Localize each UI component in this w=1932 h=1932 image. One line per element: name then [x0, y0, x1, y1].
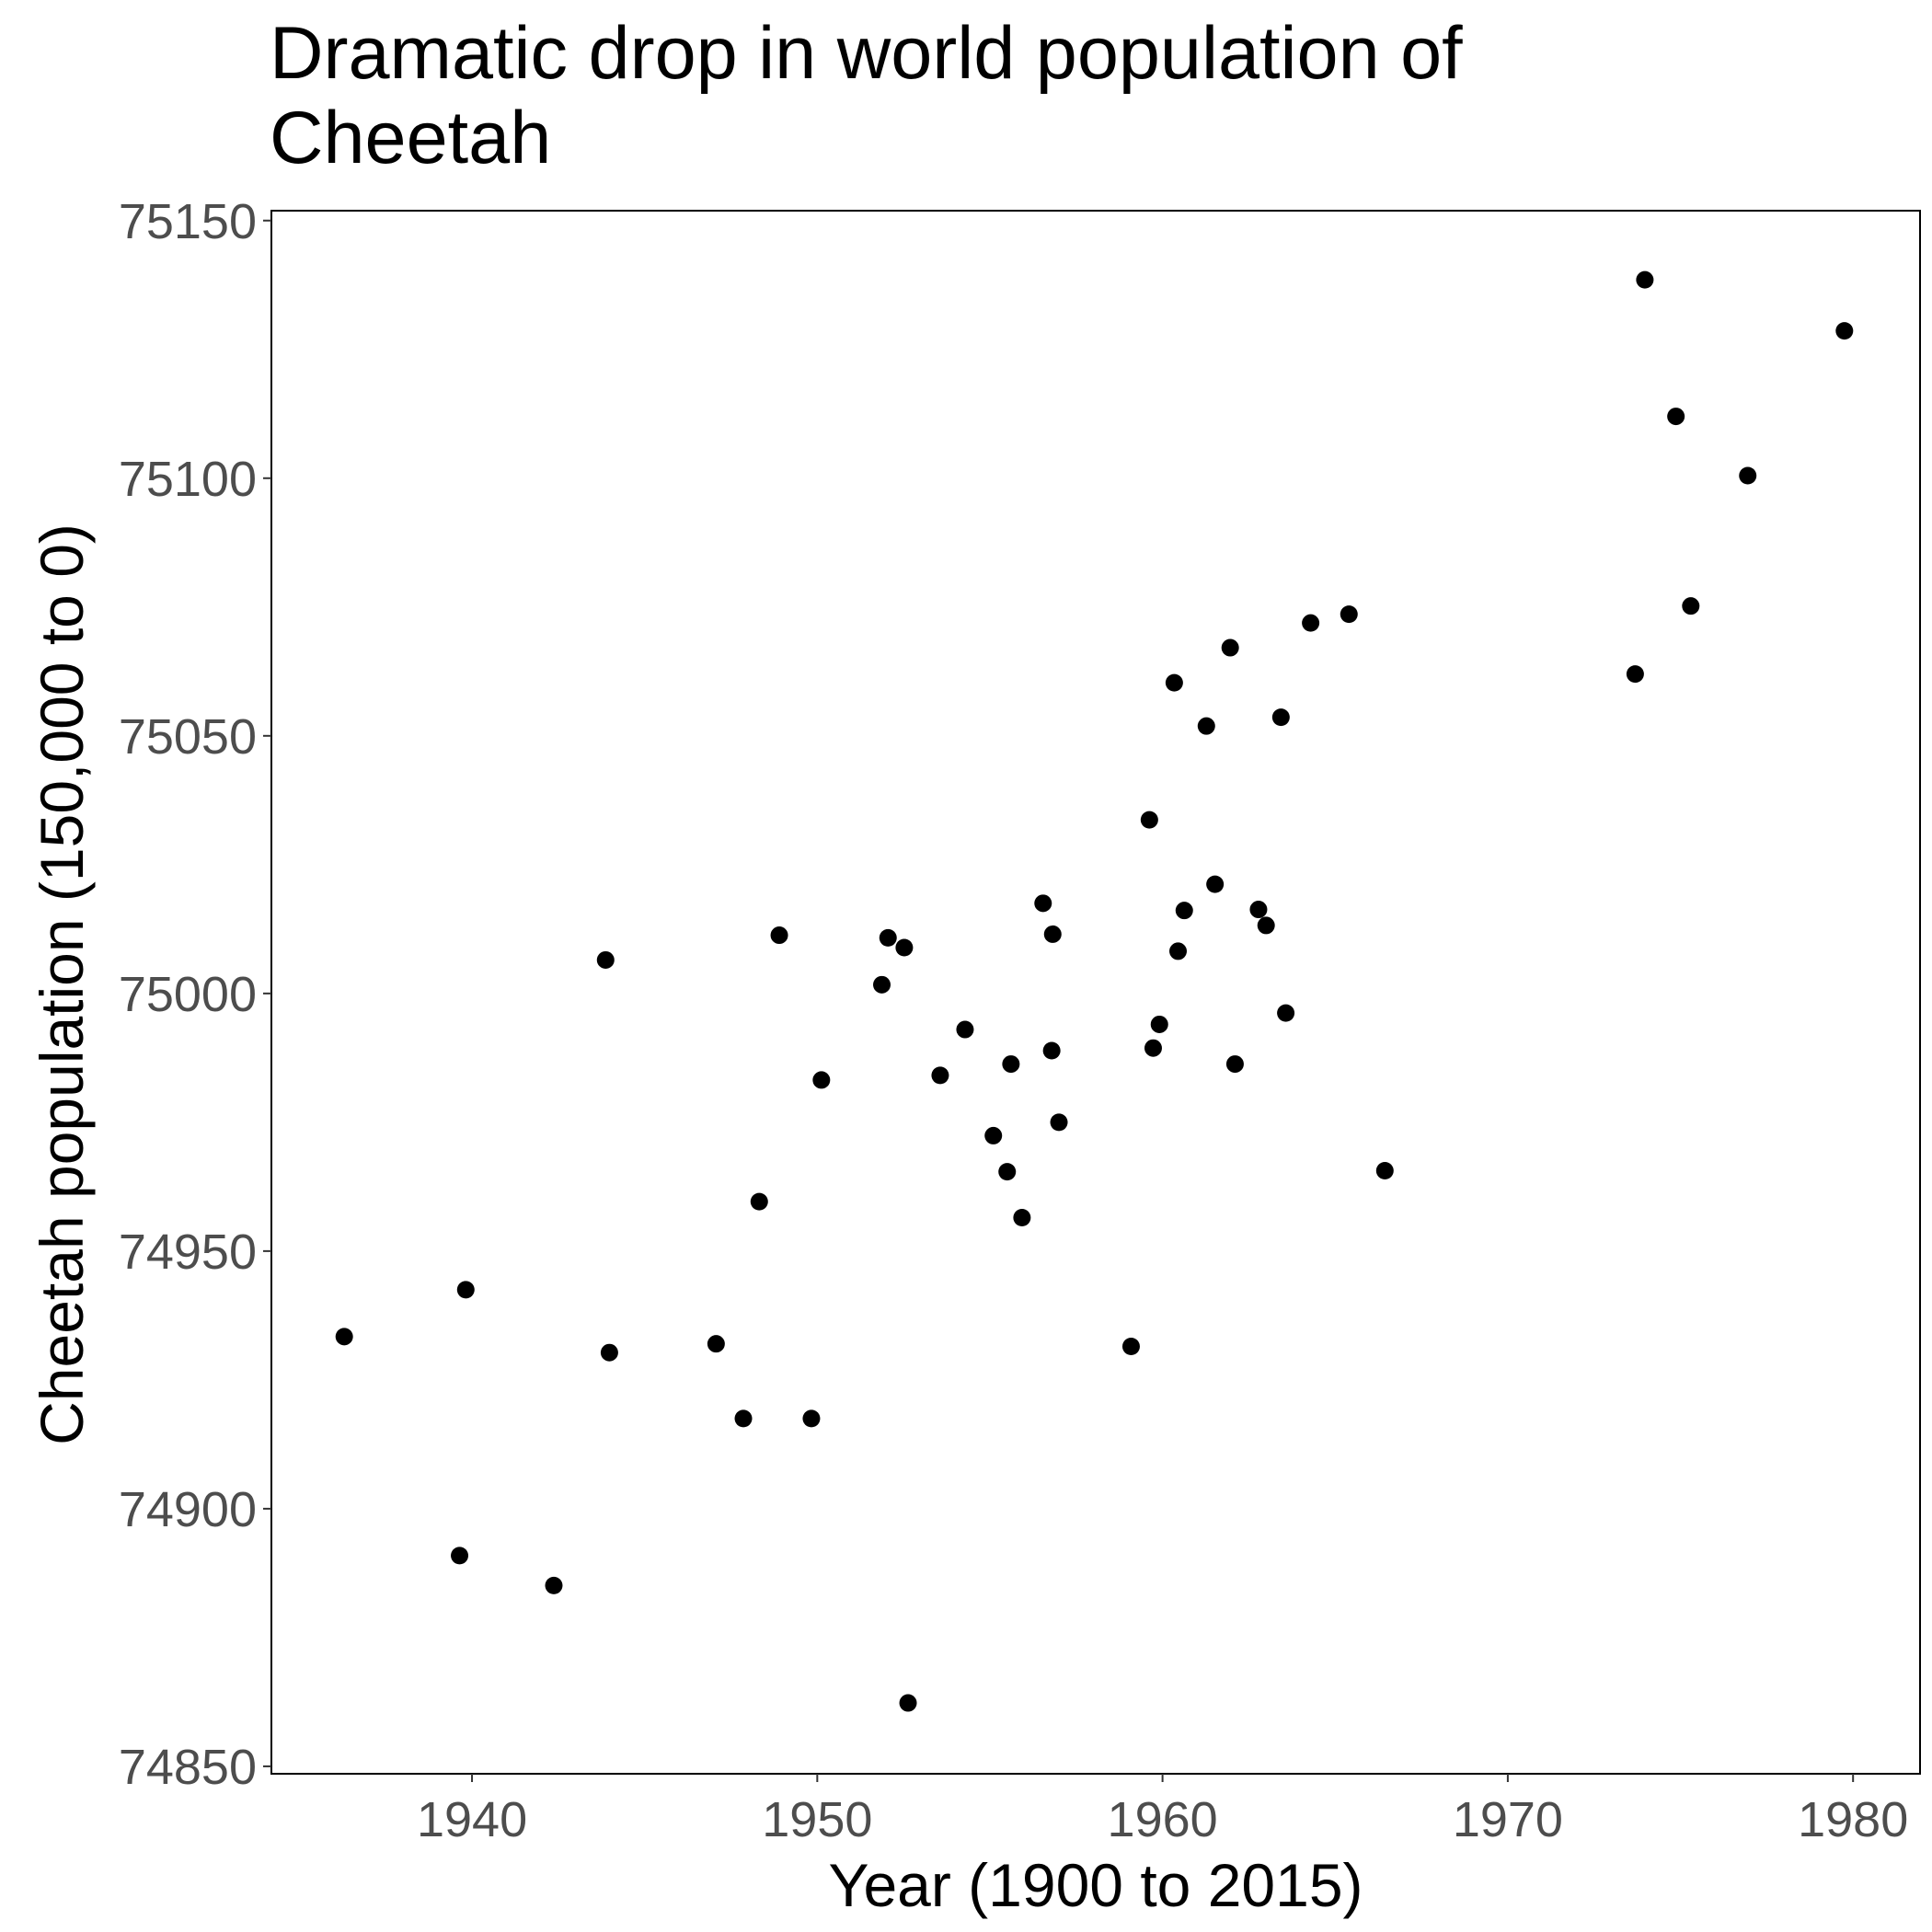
point — [1150, 1015, 1168, 1033]
point — [707, 1335, 725, 1353]
y-axis-title: Cheetah population (150,000 to 0) — [28, 523, 96, 1445]
point — [545, 1576, 563, 1594]
point — [1221, 638, 1239, 657]
point — [1043, 925, 1062, 943]
point — [335, 1328, 353, 1346]
y-tick-label: 74900 — [119, 1482, 257, 1537]
point — [1121, 1337, 1140, 1355]
point — [1835, 322, 1854, 340]
point — [1739, 466, 1757, 485]
point — [1277, 1004, 1295, 1022]
point — [998, 1163, 1017, 1181]
point — [899, 1694, 917, 1712]
point — [1197, 717, 1215, 735]
point — [1175, 902, 1193, 920]
x-tick-label: 1980 — [1798, 1792, 1908, 1847]
x-tick-label: 1970 — [1453, 1792, 1563, 1847]
x-axis-title: Year (1900 to 2015) — [828, 1851, 1363, 1919]
point — [1206, 875, 1225, 893]
point — [734, 1409, 753, 1428]
point — [456, 1281, 475, 1299]
point — [1013, 1208, 1031, 1226]
point — [770, 926, 788, 945]
point — [1249, 901, 1268, 919]
point — [956, 1020, 974, 1039]
y-tick-label: 75150 — [119, 194, 257, 249]
point — [1636, 270, 1654, 289]
point — [1626, 665, 1644, 684]
point — [802, 1409, 821, 1428]
point — [1257, 916, 1275, 935]
point — [984, 1126, 1003, 1144]
x-tick-label: 1940 — [417, 1792, 527, 1847]
plot-panel — [270, 210, 1921, 1775]
x-tick-label: 1950 — [762, 1792, 872, 1847]
y-tick-label: 75100 — [119, 452, 257, 507]
point — [1667, 408, 1685, 426]
point — [1140, 811, 1158, 829]
point — [895, 938, 914, 957]
point — [1302, 614, 1320, 632]
point — [1375, 1162, 1394, 1180]
point — [1002, 1055, 1020, 1074]
point — [1169, 942, 1188, 960]
point — [1144, 1039, 1162, 1057]
point — [1165, 673, 1183, 692]
point — [1225, 1055, 1244, 1074]
point — [451, 1547, 469, 1565]
y-tick-label: 75000 — [119, 967, 257, 1022]
point — [1271, 708, 1290, 727]
y-tick-label: 74950 — [119, 1225, 257, 1280]
x-tick-label: 1960 — [1108, 1792, 1218, 1847]
chart-title: Dramatic drop in world population of Che… — [270, 12, 1463, 179]
y-tick-label: 75050 — [119, 709, 257, 765]
point — [600, 1343, 618, 1362]
point — [812, 1071, 831, 1089]
point — [879, 928, 897, 947]
point — [931, 1066, 949, 1085]
y-tick-label: 74850 — [119, 1740, 257, 1795]
point — [1682, 597, 1700, 615]
point — [1050, 1113, 1068, 1132]
point — [873, 975, 891, 994]
point — [1034, 894, 1052, 913]
point — [596, 950, 615, 969]
point — [750, 1192, 768, 1211]
point — [1340, 605, 1358, 624]
point — [1042, 1041, 1061, 1060]
